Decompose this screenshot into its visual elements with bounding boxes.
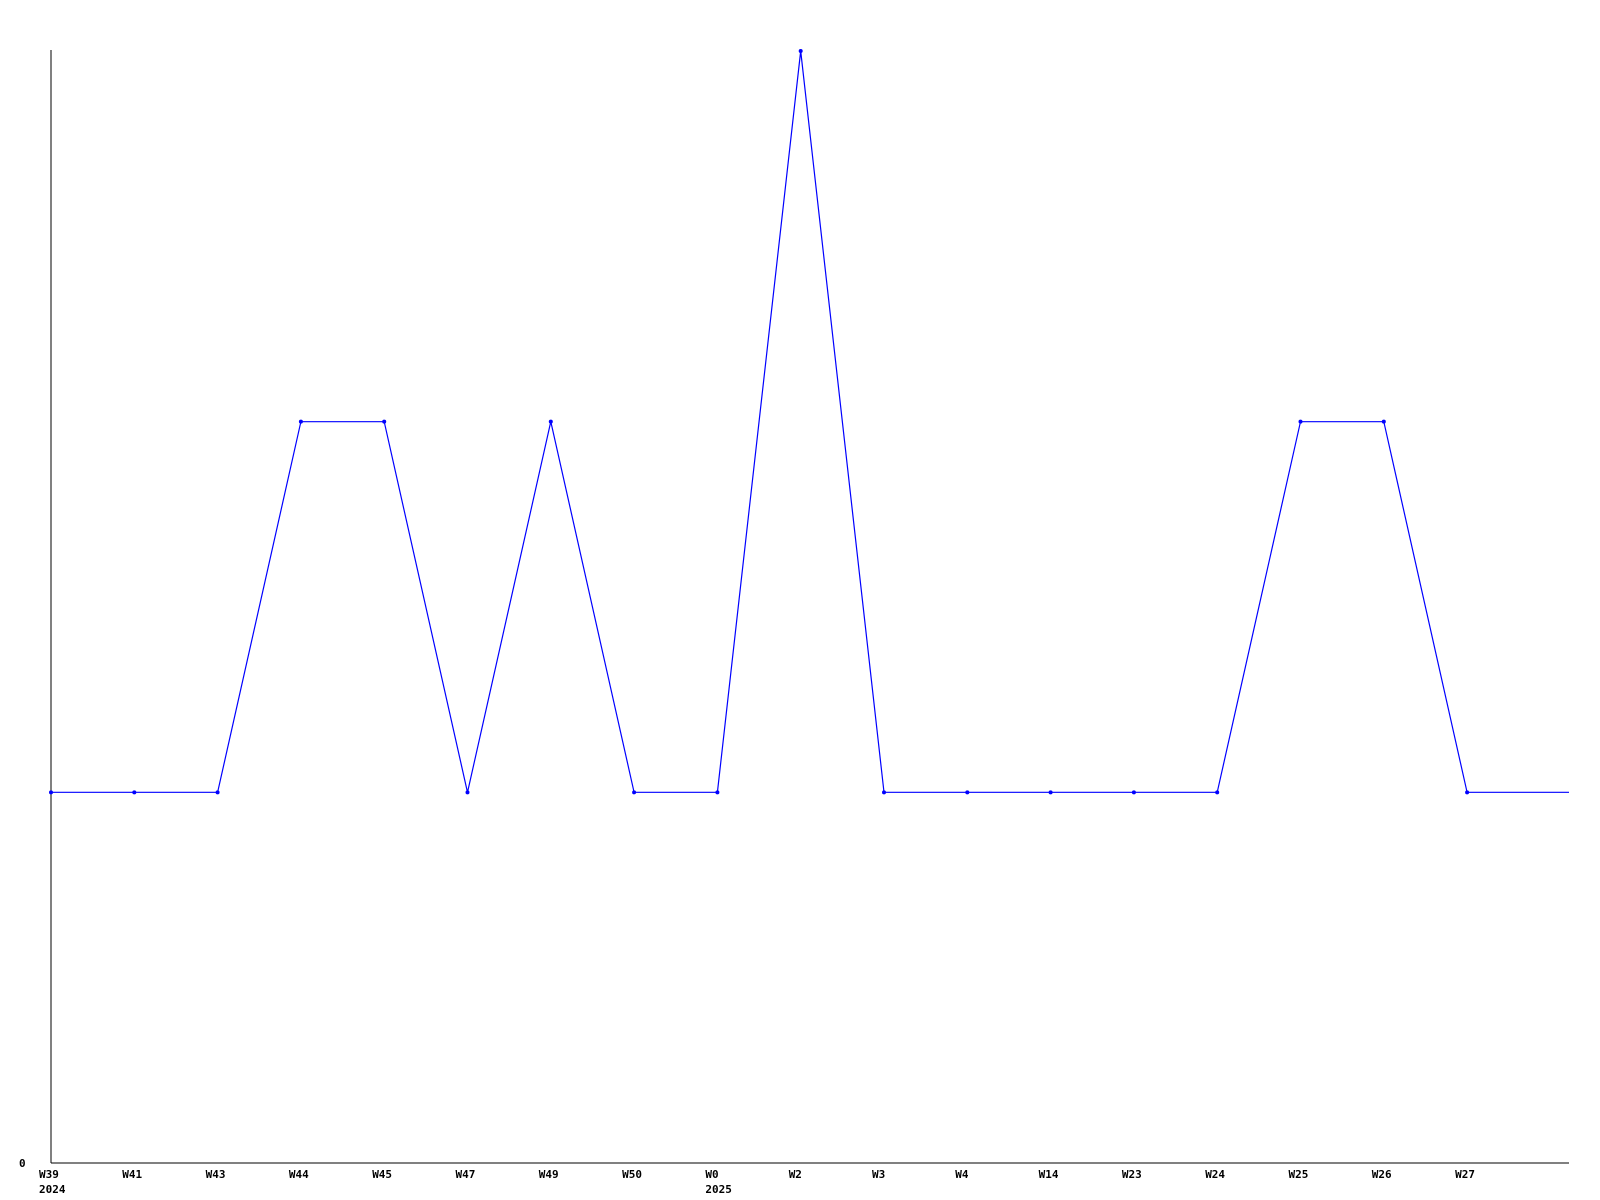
data-point: [465, 790, 470, 795]
data-point: [882, 790, 886, 795]
x-tick-label: W44: [289, 1168, 309, 1181]
series-line: [51, 50, 1569, 793]
x-tick-label: W23: [1122, 1168, 1142, 1181]
data-point: [1465, 790, 1470, 795]
x-tick-label: W39: [39, 1168, 59, 1181]
data-point: [298, 419, 303, 424]
x-tick-label: W49: [539, 1168, 559, 1181]
x-tick-label: W3: [872, 1168, 885, 1181]
x-tick-label: W14: [1039, 1168, 1059, 1181]
x-tick-label: W41: [122, 1168, 142, 1181]
data-point: [548, 419, 553, 424]
data-point: [715, 790, 720, 795]
x-tick-label: W25: [1289, 1168, 1309, 1181]
x-tick-label: W26: [1372, 1168, 1392, 1181]
x-tick-label: W4: [955, 1168, 969, 1181]
x-tick-label: W0: [705, 1168, 718, 1181]
data-point: [1298, 419, 1303, 424]
x-tick-label: W43: [206, 1168, 226, 1181]
data-point: [965, 790, 970, 795]
x-tick-label: W47: [456, 1168, 476, 1181]
x-tick-label: W45: [372, 1168, 392, 1181]
data-point: [1381, 419, 1386, 424]
data-point: [132, 790, 137, 795]
x-tick-label: W50: [622, 1168, 642, 1181]
data-point: [1215, 790, 1220, 795]
data-point: [49, 790, 53, 795]
x-year-label: 2025: [705, 1183, 732, 1196]
data-point: [798, 49, 803, 53]
x-tick-label: W24: [1205, 1168, 1225, 1181]
x-tick-label: W2: [789, 1168, 802, 1181]
x-year-label: 2024: [39, 1183, 66, 1196]
data-point: [1131, 790, 1136, 795]
data-point: [382, 419, 387, 424]
y-tick-label: 0: [19, 1157, 26, 1170]
data-point: [215, 790, 220, 795]
data-point: [632, 790, 637, 795]
data-point: [1048, 790, 1053, 795]
x-tick-label: W27: [1455, 1168, 1475, 1181]
